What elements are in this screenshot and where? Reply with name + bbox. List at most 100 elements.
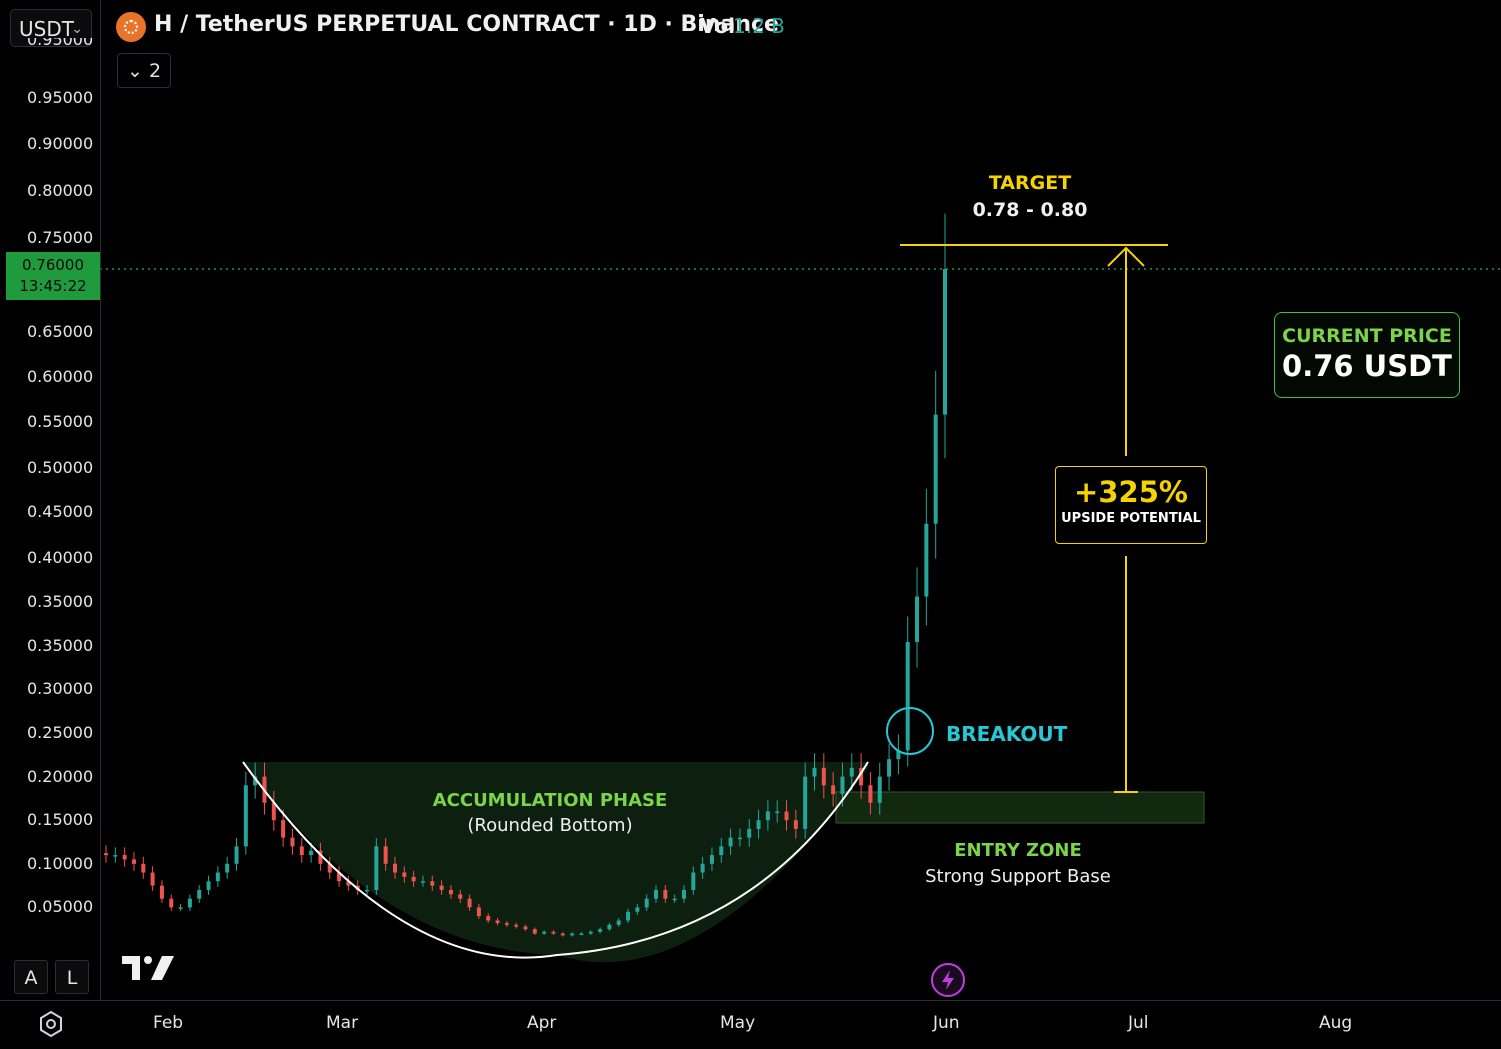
volume-value: 1.2 B	[733, 14, 785, 38]
upside-label: UPSIDE POTENTIAL	[1061, 511, 1201, 526]
candle-body	[663, 889, 668, 899]
entry-zone-title: ENTRY ZONE	[954, 840, 1082, 861]
tradingview-logo	[122, 956, 174, 980]
price-axis[interactable]: 0.95000 0.95000 0.90000 0.80000 0.75000 …	[0, 0, 101, 1000]
candle-body	[448, 889, 453, 895]
candle-body	[849, 767, 854, 777]
current-price-label: CURRENT PRICE	[1282, 325, 1452, 347]
candle-body	[635, 907, 640, 912]
candle-body	[933, 414, 938, 524]
price-tick: 0.75000	[27, 228, 94, 247]
candle-body	[383, 846, 388, 864]
candle-body	[141, 863, 146, 873]
candle-body	[681, 889, 686, 899]
chart-canvas[interactable]	[0, 0, 1501, 1000]
entry-zone-subtitle: Strong Support Base	[925, 866, 1111, 887]
candle-body	[775, 811, 780, 813]
price-tick: 0.25000	[27, 723, 94, 742]
candle-body	[691, 872, 696, 890]
candle-body	[784, 811, 789, 821]
candle-body	[253, 776, 258, 786]
accumulation-title: ACCUMULATION PHASE	[432, 790, 668, 811]
price-tick: 0.10000	[27, 854, 94, 873]
candle-body	[169, 898, 174, 908]
candle-body	[943, 269, 947, 415]
price-tick: 0.15000	[27, 810, 94, 829]
candle-body	[887, 759, 892, 777]
candle-body	[514, 924, 519, 927]
candle-body	[131, 859, 136, 864]
candle-body	[765, 811, 770, 821]
upside-percentage: +325%	[1074, 475, 1188, 509]
candle-body	[915, 596, 920, 643]
price-tick: 0.30000	[27, 679, 94, 698]
candle-body	[616, 920, 621, 925]
candle-body	[877, 776, 882, 803]
candle-body	[476, 907, 481, 917]
candle-body	[122, 855, 127, 860]
month-label: Jun	[933, 1013, 960, 1033]
candle-body	[467, 898, 472, 908]
candle-body	[626, 911, 631, 921]
candle-body	[542, 931, 547, 934]
candle-body	[803, 776, 808, 829]
log-scale-button[interactable]: L	[55, 960, 89, 994]
price-tick: 0.80000	[27, 181, 94, 200]
price-tick: 0.90000	[27, 134, 94, 153]
candle-body	[430, 881, 435, 886]
candle-body	[728, 837, 733, 847]
target-title: TARGET	[988, 172, 1072, 194]
candle-body	[299, 846, 304, 856]
gear-icon[interactable]	[38, 1011, 64, 1037]
candle-body	[411, 876, 416, 882]
candle-body	[187, 898, 192, 908]
time-axis[interactable]: Feb Mar Apr May Jun Jul Aug	[0, 1000, 1501, 1049]
currency-selector[interactable]: USDT ⌄	[10, 9, 92, 47]
price-tick: 0.95000	[27, 88, 94, 107]
auto-scale-button[interactable]: A	[14, 960, 48, 994]
indicator-count: 2	[148, 60, 162, 82]
candle-body	[206, 881, 211, 890]
candle-body	[551, 931, 556, 934]
current-price-value: 0.76000	[21, 256, 85, 274]
candle-body	[700, 863, 705, 873]
symbol-title[interactable]: H / TetherUS PERPETUAL CONTRACT · 1D · B…	[154, 12, 779, 37]
candle-body	[840, 776, 845, 795]
candle-body	[896, 750, 901, 760]
price-tick: 0.35000	[27, 592, 94, 611]
current-price-box: CURRENT PRICE 0.76 USDT	[1274, 312, 1460, 398]
candle-body	[504, 923, 509, 925]
candle-body	[392, 863, 397, 873]
candle-body	[178, 907, 183, 909]
chevron-down-icon: ⌄	[126, 60, 143, 82]
candle-body	[150, 872, 155, 886]
price-tick: 0.60000	[27, 367, 94, 386]
candle-body	[197, 889, 202, 899]
candle-body	[365, 889, 370, 892]
chart-header: USDT ⌄ H / TetherUS PERPETUAL CONTRACT ·…	[0, 0, 1501, 100]
candle-body	[243, 785, 248, 847]
lightning-icon[interactable]	[930, 962, 966, 998]
candle-body	[560, 933, 565, 936]
breakout-circle	[886, 707, 934, 755]
candle-body	[831, 785, 836, 795]
candle-body	[309, 850, 314, 856]
target-range: 0.78 - 0.80	[972, 199, 1088, 221]
entry-zone-rect	[835, 791, 1205, 824]
price-tick: 0.20000	[27, 767, 94, 786]
candle-body	[654, 889, 659, 899]
candle-body	[709, 855, 714, 864]
candle-body	[719, 846, 724, 856]
rounded-bottom-curve	[242, 761, 869, 959]
indicators-toggle-button[interactable]: ⌄ 2	[117, 53, 171, 88]
price-tick-partial: 0.95000	[27, 38, 94, 49]
bar-countdown: 13:45:22	[19, 277, 87, 295]
candle-body	[439, 885, 444, 890]
price-tick: 0.45000	[27, 502, 94, 521]
currency-label: USDT	[19, 17, 74, 41]
candle-body	[644, 898, 649, 908]
price-tick: 0.40000	[27, 548, 94, 567]
month-label: Feb	[153, 1013, 184, 1033]
candle-body	[486, 916, 491, 921]
candle-body	[337, 872, 342, 882]
